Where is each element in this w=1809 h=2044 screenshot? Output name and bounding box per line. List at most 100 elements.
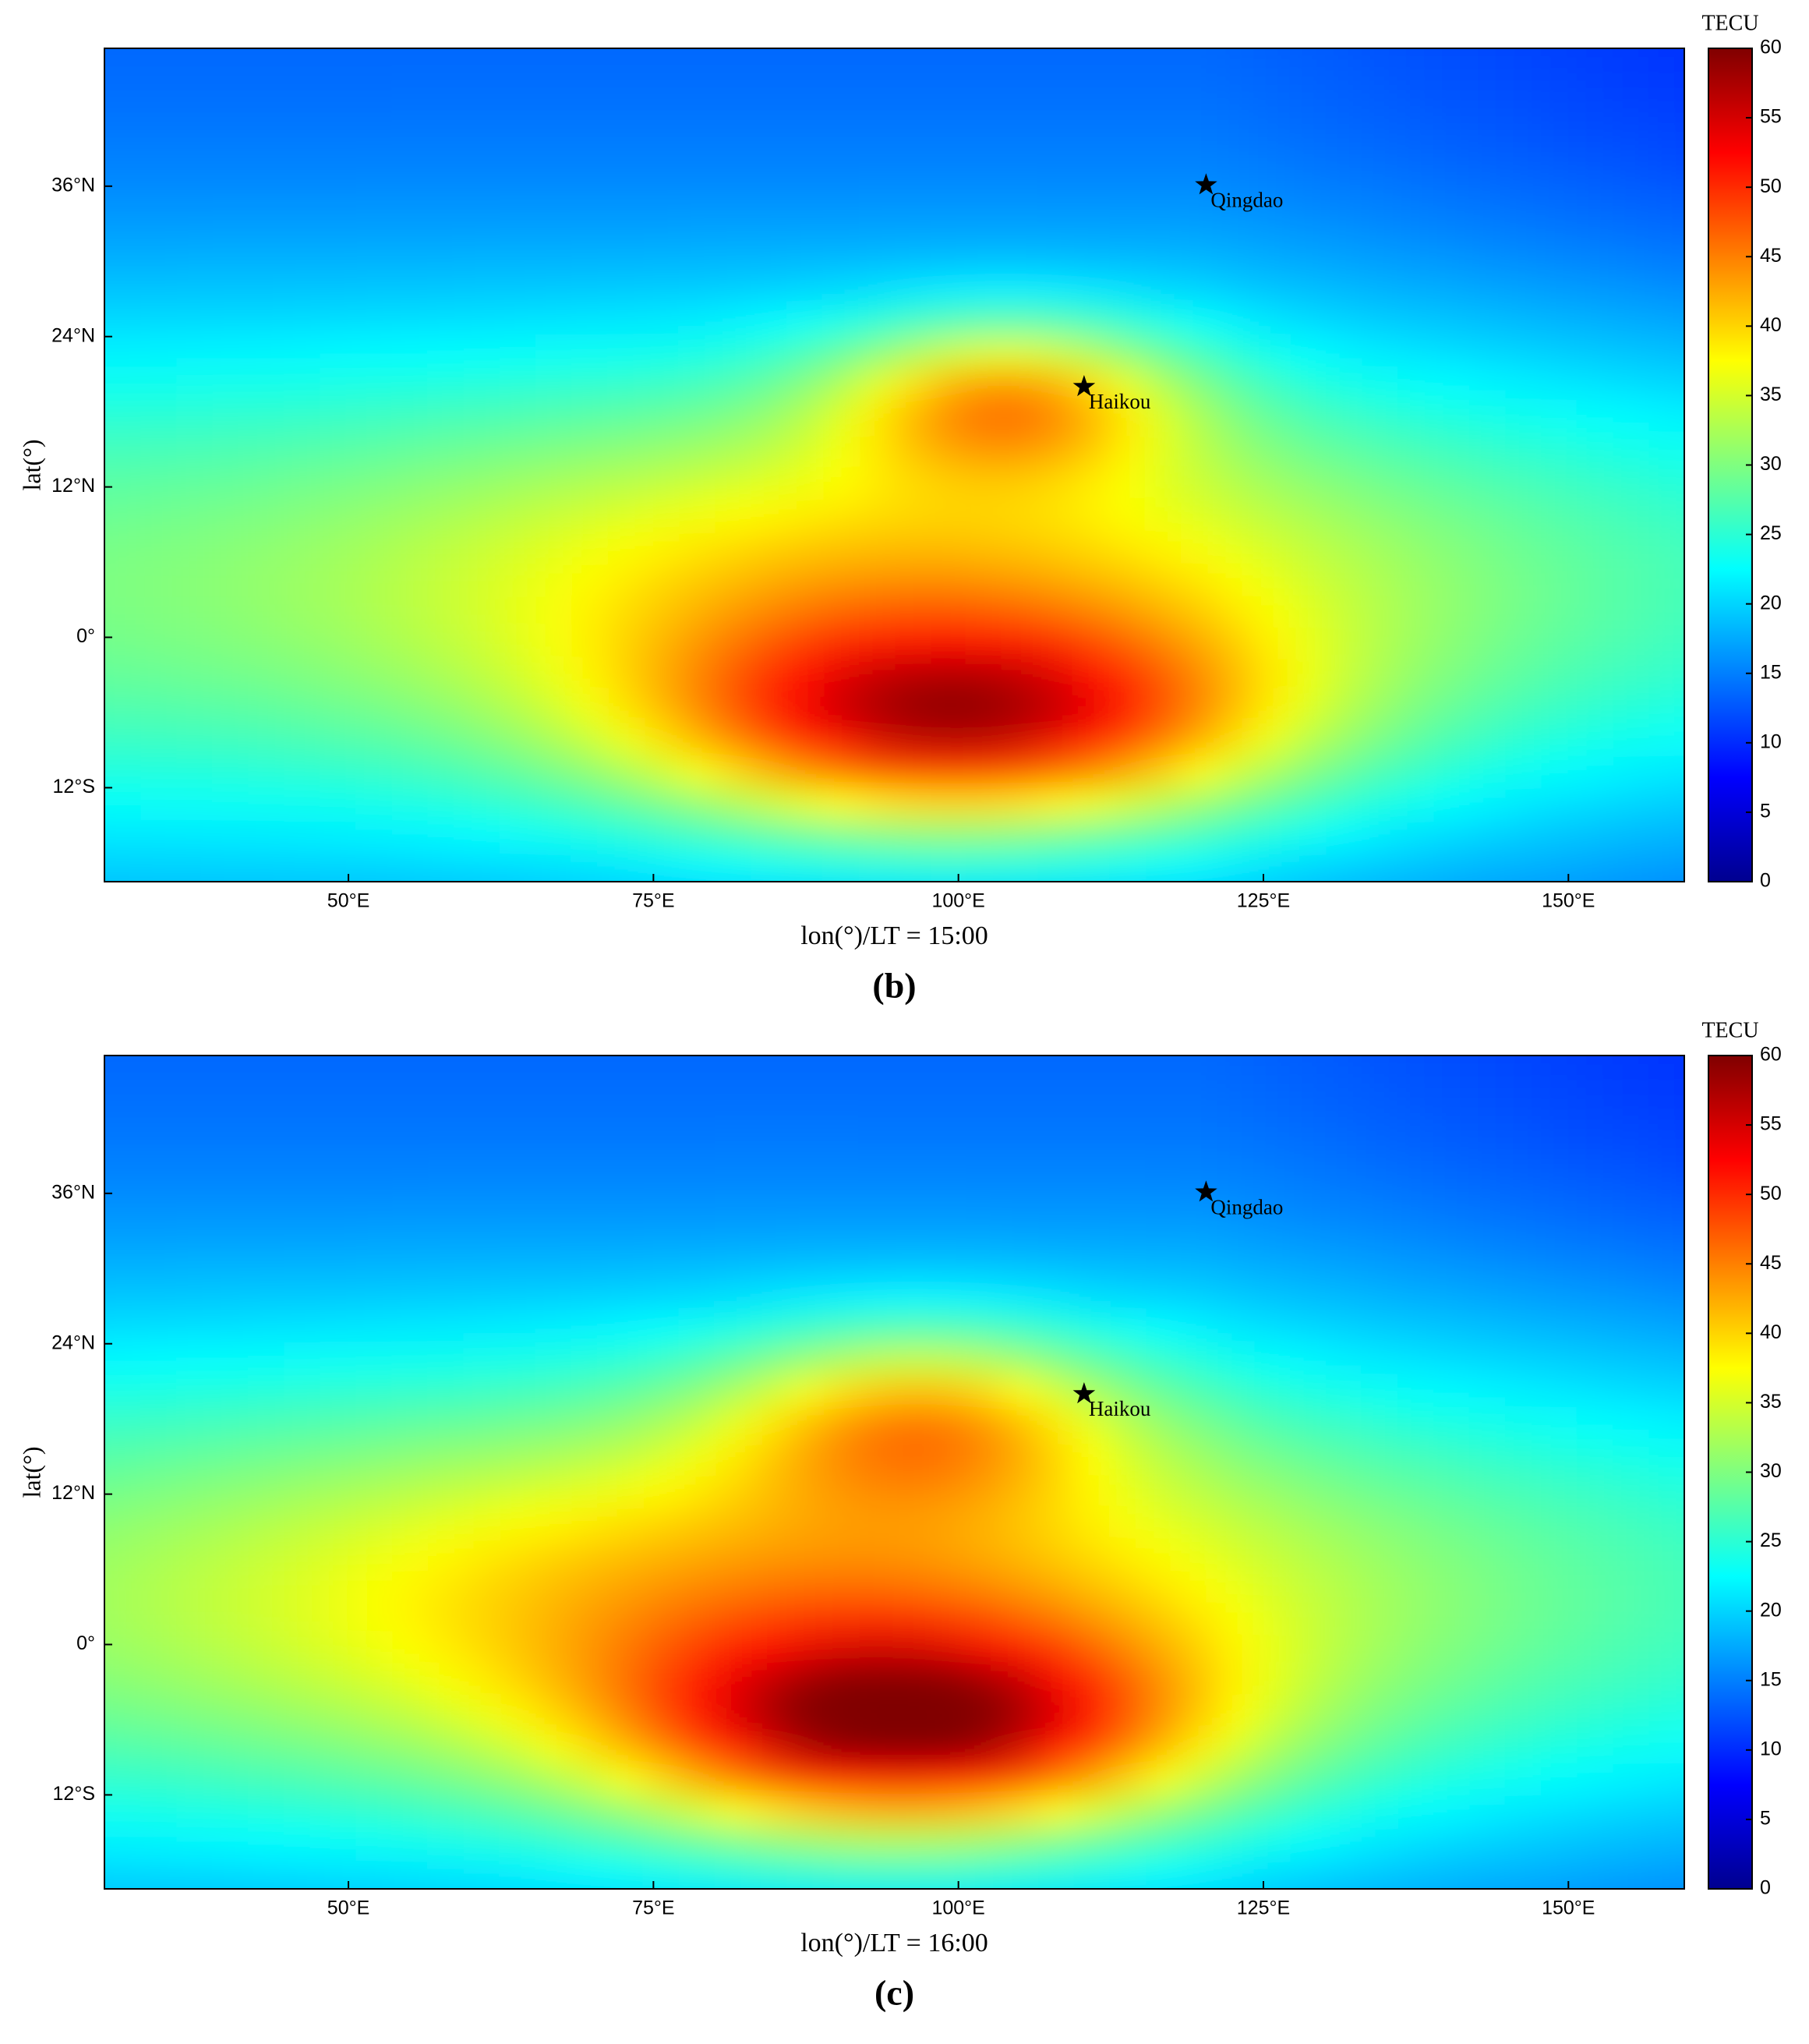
field-cell: [320, 849, 357, 882]
field-cell: [1576, 1856, 1613, 1889]
field-cell: [1576, 337, 1613, 370]
field-cell: [1504, 1600, 1542, 1634]
field-cell: [751, 721, 788, 755]
field-cell: [427, 1600, 465, 1634]
field-cell: [1182, 1728, 1219, 1762]
field-cell: [715, 1728, 752, 1762]
field-cell: [679, 1568, 716, 1601]
field-cell: [679, 1696, 716, 1730]
field-cell: [140, 721, 178, 755]
field-cell: [894, 1504, 931, 1537]
field-cell: [643, 1376, 680, 1409]
field-cell: [643, 337, 680, 370]
field-cell: [391, 144, 429, 178]
field-cell: [1289, 80, 1327, 114]
field-cell: [1182, 753, 1219, 787]
field-cell: [1109, 1504, 1147, 1537]
field-cell: [1253, 1215, 1291, 1249]
field-cell: [1433, 657, 1470, 691]
field-cell: [1612, 304, 1649, 338]
field-cell: [248, 1376, 285, 1409]
x-tick-label: 50°E: [327, 890, 369, 912]
field-cell: [1289, 1728, 1327, 1762]
field-cell: [284, 0, 320, 17]
field-cell: [1002, 176, 1039, 210]
field-cell: [1433, 1440, 1470, 1473]
field-cell: [320, 1504, 357, 1537]
field-cell: [427, 1792, 465, 1826]
field-cell: [248, 80, 285, 114]
field-cell: [140, 1087, 178, 1121]
field-cell: [1073, 849, 1111, 882]
field-cell: [1325, 849, 1362, 882]
field-cell: [284, 1889, 320, 1922]
field-cell: [571, 1056, 608, 1089]
field-cell: [1182, 337, 1219, 370]
field-cell: [320, 1151, 357, 1185]
field-cell: [1612, 1311, 1649, 1346]
field-cell: [894, 48, 931, 50]
field-cell: [1468, 465, 1506, 498]
field-cell: [499, 1600, 536, 1634]
field-cell: [751, 1376, 788, 1409]
field-cell: [751, 1056, 788, 1089]
field-cell: [751, 592, 788, 627]
field-cell: [786, 1151, 824, 1185]
field-cell: [751, 849, 788, 882]
field-cell: [1253, 1279, 1291, 1313]
field-cell: [1468, 401, 1506, 434]
field-cell: [212, 1024, 249, 1056]
field-cell: [606, 1376, 645, 1409]
field-cell: [499, 592, 536, 627]
field-cell: [355, 112, 393, 146]
field-cell: [715, 272, 752, 306]
field-cell: [930, 561, 967, 594]
field-cell: [104, 785, 142, 819]
field-cell: [1612, 337, 1649, 370]
field-cell: [1397, 1760, 1434, 1794]
field-cell: [1325, 0, 1362, 17]
field-cell: [606, 1824, 645, 1858]
field-cell: [1504, 208, 1542, 242]
field-cell: [427, 1311, 465, 1346]
field-cell: [427, 48, 465, 50]
field-cell: [894, 592, 931, 627]
field-cell: [1325, 144, 1362, 178]
field-cell: [1468, 1087, 1506, 1121]
field-cell: [1504, 465, 1542, 498]
field-cell: [930, 1087, 967, 1121]
field-cell: [463, 1279, 500, 1313]
field-cell: [355, 1504, 393, 1537]
field-cell: [391, 1183, 429, 1217]
field-cell: [427, 465, 465, 498]
field-cell: [33, 1537, 69, 1569]
field-cell: [643, 992, 680, 1024]
field-cell: [1504, 497, 1542, 530]
field-cell: [1433, 1247, 1470, 1281]
field-cell: [1576, 1792, 1613, 1826]
field-cell: [1217, 625, 1255, 659]
field-cell: [1540, 529, 1578, 562]
field-cell: [1433, 849, 1470, 882]
field-cell: [606, 1536, 645, 1569]
field-cell: [320, 1215, 357, 1249]
field-cell: [140, 1376, 178, 1409]
x-tick-label: 75°E: [632, 890, 674, 912]
field-cell: [1576, 240, 1613, 274]
field-cell: [822, 882, 859, 914]
field-cell: [355, 1792, 393, 1826]
field-cell: [1325, 817, 1362, 850]
field-cell: [1217, 240, 1255, 274]
field-cell: [822, 1824, 860, 1858]
field-cell: [355, 1536, 393, 1569]
field-cell: [463, 592, 500, 627]
y-tick-label: 24°N: [51, 324, 95, 346]
field-cell: [248, 0, 284, 17]
field-cell: [1648, 817, 1684, 850]
field-cell: [930, 1472, 967, 1505]
field-cell: [500, 882, 536, 914]
field-cell: [176, 304, 214, 338]
field-cell: [248, 1087, 285, 1121]
field-cell: [643, 1344, 680, 1377]
field-cell: [499, 1568, 536, 1601]
